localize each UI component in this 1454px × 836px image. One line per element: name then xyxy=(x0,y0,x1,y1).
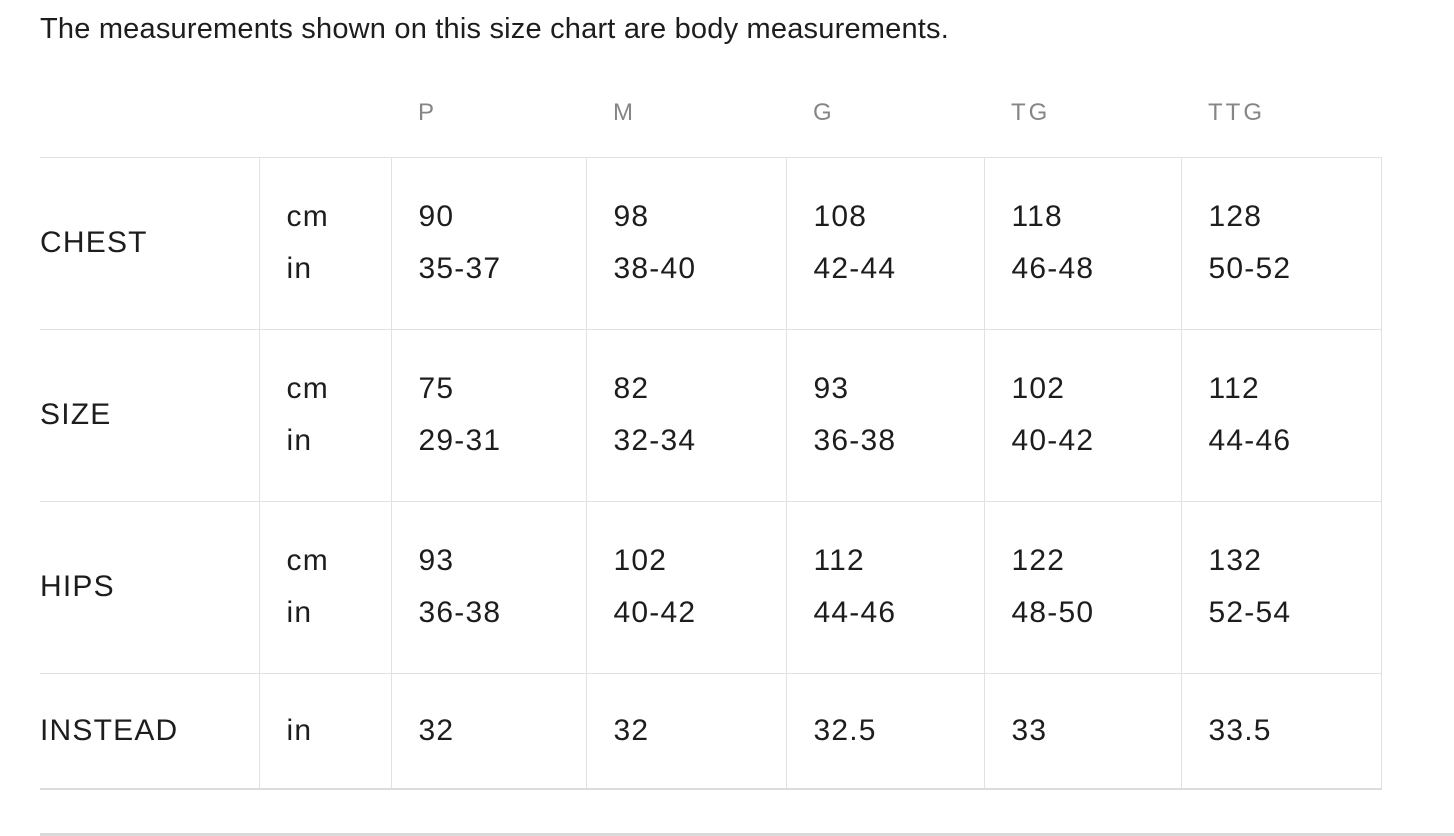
unit-cell: cm in xyxy=(258,328,392,502)
value-in: 50-52 xyxy=(1208,252,1292,285)
table-row-size: SIZE cm in 75 29-31 82 32-34 93 36-38 xyxy=(40,328,1382,502)
size-guide-section: The measurements shown on this size char… xyxy=(40,0,1382,790)
value-in: 32 xyxy=(418,713,455,747)
value-cm: 122 xyxy=(1011,544,1066,577)
value-cell-chest-m: 98 38-40 xyxy=(585,156,787,330)
value-in: 44-46 xyxy=(1208,424,1292,457)
value-cm: 108 xyxy=(813,200,868,233)
row-label-size: SIZE xyxy=(40,328,260,502)
value-cell-hips-m: 102 40-42 xyxy=(585,500,787,674)
value-in: 48-50 xyxy=(1011,596,1095,629)
value-cell-instead-tg: 33 xyxy=(983,672,1182,790)
value-in: 38-40 xyxy=(613,252,697,285)
size-chart-note: The measurements shown on this size char… xyxy=(40,13,949,45)
value-in: 29-31 xyxy=(418,424,502,457)
value-cm: 90 xyxy=(418,200,455,233)
size-header-g: G xyxy=(813,98,835,126)
value-cm: 102 xyxy=(1011,372,1066,405)
unit-in-label: in xyxy=(286,252,313,285)
value-in: 42-44 xyxy=(813,252,897,285)
unit-in-label: in xyxy=(286,424,313,457)
value-cm: 118 xyxy=(1011,200,1063,233)
value-cell-instead-ttg: 33.5 xyxy=(1180,672,1382,790)
value-in: 36-38 xyxy=(418,596,502,629)
value-cm: 112 xyxy=(1208,372,1260,405)
value-cm: 93 xyxy=(813,372,850,405)
value-cell-hips-tg: 122 48-50 xyxy=(983,500,1182,674)
value-cell-hips-ttg: 132 52-54 xyxy=(1180,500,1382,674)
unit-cell: cm in xyxy=(258,500,392,674)
size-header-ttg: TTG xyxy=(1208,98,1265,126)
value-cm: 132 xyxy=(1208,544,1263,577)
value-cell-chest-p: 90 35-37 xyxy=(390,156,587,330)
row-label-hips: HIPS xyxy=(40,500,260,674)
value-cm: 102 xyxy=(613,544,668,577)
value-cell-chest-tg: 118 46-48 xyxy=(983,156,1182,330)
value-cell-hips-p: 93 36-38 xyxy=(390,500,587,674)
value-in: 40-42 xyxy=(613,596,697,629)
value-cell-hips-g: 112 44-46 xyxy=(785,500,985,674)
unit-cell: in xyxy=(258,672,392,790)
value-cell-size-m: 82 32-34 xyxy=(585,328,787,502)
header-spacer xyxy=(259,46,391,157)
value-cell-instead-m: 32 xyxy=(585,672,787,790)
value-in: 35-37 xyxy=(418,252,502,285)
value-in: 36-38 xyxy=(813,424,897,457)
size-header-p: P xyxy=(418,98,438,126)
value-cell-size-tg: 102 40-42 xyxy=(983,328,1182,502)
unit-cm-label: cm xyxy=(286,372,329,405)
value-in: 33 xyxy=(1011,713,1048,747)
unit-in-label: in xyxy=(286,713,313,747)
value-in: 44-46 xyxy=(813,596,897,629)
value-cell-size-p: 75 29-31 xyxy=(390,328,587,502)
value-in: 46-48 xyxy=(1011,252,1095,285)
value-in: 32-34 xyxy=(613,424,697,457)
value-cm: 75 xyxy=(418,372,455,405)
size-header-row: P M G TG TTG xyxy=(40,46,1381,157)
unit-in-label: in xyxy=(286,596,313,629)
value-in: 40-42 xyxy=(1011,424,1095,457)
section-divider xyxy=(40,833,1454,836)
value-cell-instead-p: 32 xyxy=(390,672,587,790)
header-spacer xyxy=(40,46,259,157)
unit-cm-label: cm xyxy=(286,544,329,577)
value-cell-chest-g: 108 42-44 xyxy=(785,156,985,330)
value-cell-size-g: 93 36-38 xyxy=(785,328,985,502)
table-row-instead: INSTEAD in 32 32 32.5 33 33.5 xyxy=(40,672,1382,790)
value-cm: 98 xyxy=(613,200,650,233)
row-label-instead: INSTEAD xyxy=(40,672,260,790)
value-cell-instead-g: 32.5 xyxy=(785,672,985,790)
size-header-m: M xyxy=(613,98,636,126)
value-cell-chest-ttg: 128 50-52 xyxy=(1180,156,1382,330)
unit-cm-label: cm xyxy=(286,200,329,233)
table-row-chest: CHEST cm in 90 35-37 98 38-40 108 42-44 xyxy=(40,156,1382,330)
unit-cell: cm in xyxy=(258,156,392,330)
value-cell-size-ttg: 112 44-46 xyxy=(1180,328,1382,502)
row-label-chest: CHEST xyxy=(40,156,260,330)
value-cm: 82 xyxy=(613,372,650,405)
table-row-hips: HIPS cm in 93 36-38 102 40-42 112 44-46 xyxy=(40,500,1382,674)
size-header-tg: TG xyxy=(1011,98,1051,126)
size-chart-table: P M G TG TTG CHEST cm in 90 35-37 xyxy=(40,46,1382,790)
value-in: 32.5 xyxy=(813,713,877,747)
value-in: 52-54 xyxy=(1208,596,1292,629)
value-cm: 93 xyxy=(418,544,455,577)
value-cm: 128 xyxy=(1208,200,1263,233)
value-in: 32 xyxy=(613,713,650,747)
value-cm: 112 xyxy=(813,544,865,577)
value-in: 33.5 xyxy=(1208,713,1272,747)
